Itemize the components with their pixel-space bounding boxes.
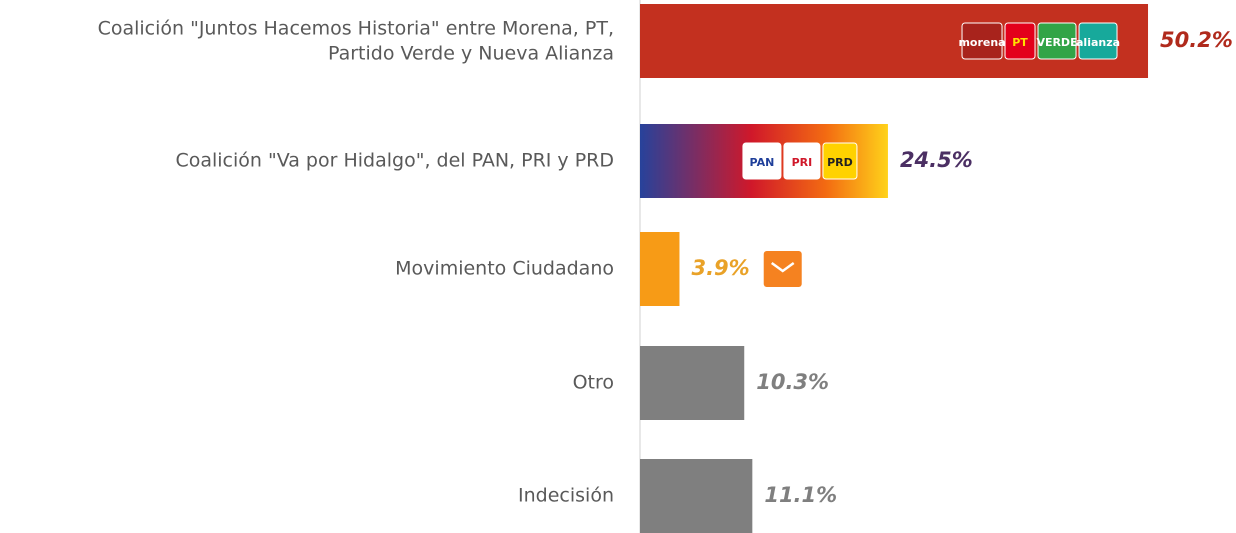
party-logo [763,251,802,287]
value-label: 11.1% [764,483,837,507]
logo-text: alianza [1076,36,1120,49]
logo-box [783,142,821,180]
category-label: Coalición "Va por Hidalgo", del PAN, PRI… [175,150,614,172]
value-label: 24.5% [900,148,973,172]
value-label: 10.3% [756,370,829,394]
value-label: 50.2% [1160,28,1233,52]
logo-mark [770,261,795,273]
party-logo: PRI [783,142,821,180]
party-logo: PT [1004,22,1036,60]
logo-box [1004,22,1036,60]
category-label: Coalición "Juntos Hacemos Historia" entr… [98,17,614,64]
party-logo: morena [958,22,1006,60]
logo-box [822,142,858,180]
logo-box [961,22,1003,60]
party-logo: PRD [822,142,858,180]
logo-box [1078,22,1118,60]
party-logo: PAN [742,142,782,180]
bar [640,459,753,533]
bar [640,346,745,420]
logo-text: VERDE [1036,36,1077,49]
bar [640,232,680,306]
logo-box [742,142,782,180]
party-logo: VERDE [1036,22,1078,60]
logo-text: PRI [792,156,813,169]
logo-text: PT [1012,36,1028,49]
category-label: Indecisión [518,485,614,507]
logo-text: morena [958,36,1005,49]
category-label: Movimiento Ciudadano [395,258,614,280]
logo-text: PAN [750,156,775,169]
logo-text: PRD [827,156,853,169]
party-logo: alianza [1076,22,1120,60]
logo-box [1037,22,1077,60]
value-label: 3.9% [691,256,749,280]
category-label: Otro [573,372,614,394]
